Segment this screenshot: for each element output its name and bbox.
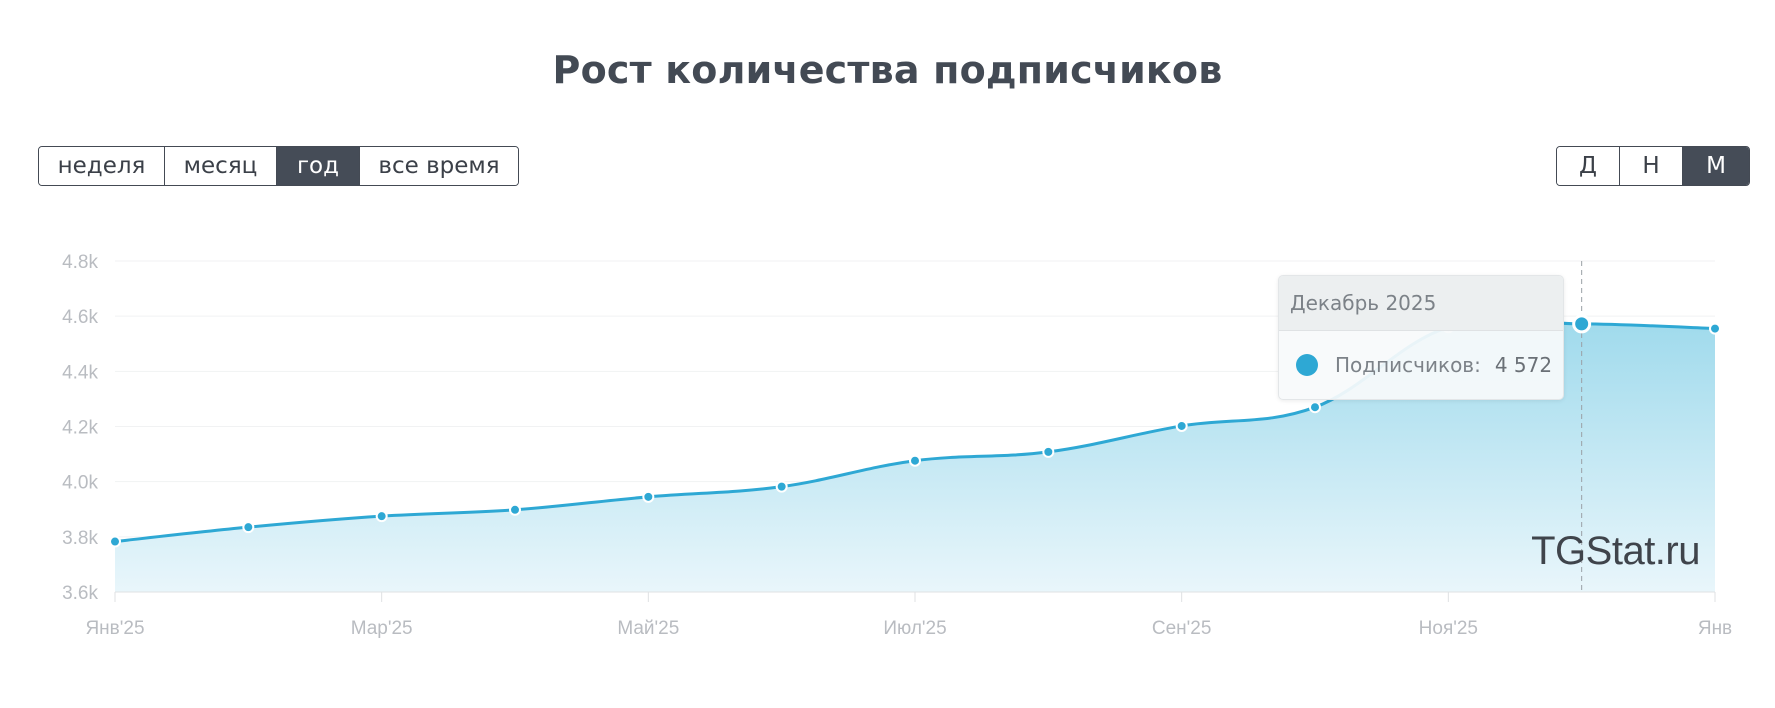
data-point: [775, 480, 788, 493]
tooltip-body: Подписчиков: 4 572: [1279, 331, 1563, 399]
grain-selector: Д Н М: [1556, 146, 1750, 186]
data-point: [1309, 401, 1321, 414]
tooltip-series-marker: [1296, 354, 1318, 376]
x-tick-label: Мар'25: [351, 618, 413, 639]
y-tick-label: 3.6k: [62, 583, 98, 604]
x-tick-label: Сен'25: [1152, 618, 1212, 639]
grain-day-button[interactable]: Д: [1557, 147, 1620, 185]
y-tick-label: 4.0k: [62, 473, 98, 494]
y-tick-label: 4.8k: [62, 252, 98, 273]
watermark: TGStat.ru: [1531, 529, 1700, 573]
x-tick-label: Май'25: [617, 618, 679, 639]
period-all-time-button[interactable]: все время: [360, 147, 518, 185]
data-point: [909, 454, 921, 467]
data-point: [642, 490, 655, 503]
data-point: [1175, 419, 1188, 432]
data-point: [109, 535, 121, 548]
chart-title: Рост количества подписчиков: [552, 48, 1223, 92]
y-tick-label: 4.6k: [62, 307, 98, 328]
y-tick-label: 4.2k: [62, 418, 98, 439]
grain-month-button[interactable]: М: [1683, 147, 1749, 185]
tooltip-header: Декабрь 2025: [1279, 276, 1563, 331]
x-tick-label: Янв: [1698, 618, 1732, 639]
data-point: [242, 521, 255, 534]
grain-week-button[interactable]: Н: [1620, 147, 1683, 185]
data-point: [509, 503, 521, 516]
data-point: [1709, 322, 1721, 335]
y-tick-label: 3.8k: [62, 528, 98, 549]
tooltip: Декабрь 2025 Подписчиков: 4 572: [1278, 275, 1564, 400]
data-point: [375, 510, 388, 523]
x-tick-label: Июл'25: [883, 618, 946, 639]
period-week-button[interactable]: неделя: [39, 147, 165, 185]
period-year-button[interactable]: год: [277, 147, 360, 185]
tooltip-value: 4 572: [1494, 353, 1553, 377]
y-tick-label: 4.4k: [62, 362, 98, 383]
x-tick-label: Ноя'25: [1419, 618, 1478, 639]
data-point: [1572, 314, 1592, 334]
period-month-button[interactable]: месяц: [165, 147, 277, 185]
period-selector: неделя месяц год все время: [38, 146, 519, 186]
series-area: [115, 319, 1715, 592]
tooltip-label: Подписчиков:: [1335, 353, 1481, 377]
data-point: [1042, 445, 1055, 458]
x-tick-label: Янв'25: [85, 618, 144, 639]
